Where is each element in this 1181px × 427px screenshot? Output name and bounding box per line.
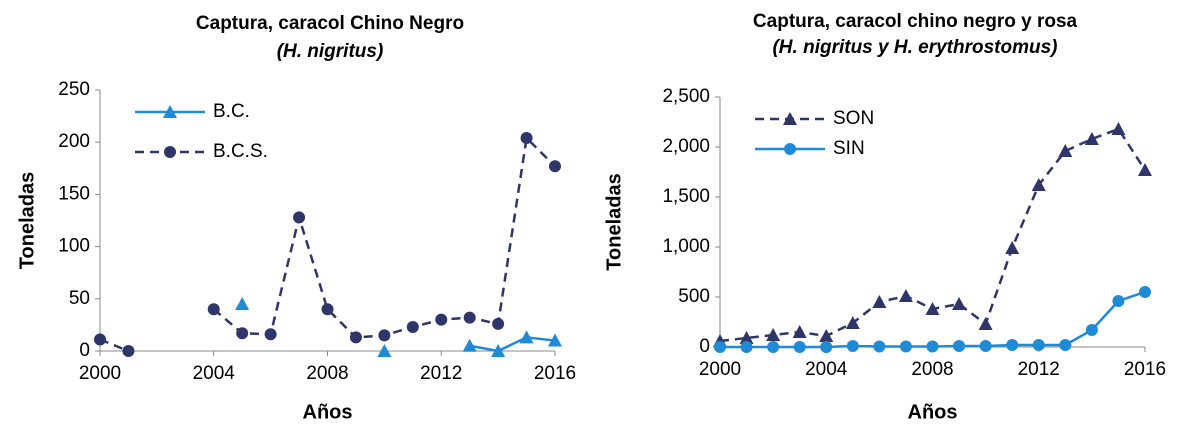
y-tick-label: 1,000 bbox=[662, 236, 710, 257]
marker bbox=[94, 333, 106, 346]
y-tick-label: 150 bbox=[58, 183, 90, 204]
marker bbox=[462, 338, 477, 352]
marker bbox=[925, 302, 940, 315]
x-tick-label: 2012 bbox=[420, 363, 462, 384]
marker bbox=[491, 344, 506, 357]
marker bbox=[1084, 132, 1099, 145]
y-axis-label: Toneladas bbox=[603, 173, 625, 270]
y-tick-label: 0 bbox=[79, 340, 90, 361]
marker bbox=[1112, 295, 1125, 307]
chart-title: Captura, caracol chino negro y rosa bbox=[753, 11, 1078, 32]
marker bbox=[784, 143, 796, 155]
marker bbox=[846, 340, 859, 352]
chart-subtitle: (H. nigritus y H. erythrostomus) bbox=[772, 37, 1057, 58]
marker bbox=[463, 311, 476, 324]
series-line bbox=[720, 290, 1146, 349]
y-tick-label: 2,500 bbox=[662, 86, 710, 107]
chart-title: Captura, caracol Chino Negro bbox=[196, 13, 464, 34]
marker bbox=[163, 105, 177, 118]
x-tick-label: 2008 bbox=[306, 363, 348, 384]
marker bbox=[979, 340, 992, 352]
y-tick-label: 2,000 bbox=[662, 136, 710, 157]
chart-subtitle: (H. nigritus) bbox=[277, 41, 384, 62]
marker bbox=[122, 345, 135, 357]
x-tick-label: 2004 bbox=[805, 359, 848, 380]
x-axis-label: Años bbox=[908, 401, 958, 423]
marker bbox=[435, 313, 448, 326]
x-tick-label: 2016 bbox=[534, 363, 576, 384]
marker bbox=[1085, 324, 1098, 336]
marker bbox=[164, 146, 176, 158]
marker bbox=[926, 340, 939, 353]
marker bbox=[820, 341, 833, 353]
marker bbox=[377, 344, 392, 357]
marker bbox=[1139, 286, 1151, 298]
x-tick-label: 2012 bbox=[1018, 359, 1060, 380]
marker bbox=[899, 340, 912, 353]
marker bbox=[953, 340, 966, 352]
marker bbox=[236, 327, 249, 340]
y-tick-label: 50 bbox=[69, 288, 90, 309]
x-tick-label: 2000 bbox=[699, 359, 741, 380]
series-line bbox=[99, 135, 556, 353]
legend-label: B.C. bbox=[213, 101, 250, 122]
marker bbox=[492, 317, 505, 330]
marker bbox=[872, 295, 887, 308]
x-tick-label: 2000 bbox=[79, 363, 121, 384]
marker bbox=[739, 331, 754, 344]
marker bbox=[378, 329, 391, 342]
marker bbox=[349, 331, 362, 344]
y-tick-label: 0 bbox=[699, 336, 710, 357]
marker bbox=[519, 330, 534, 344]
legend-label: SON bbox=[833, 108, 874, 129]
marker bbox=[293, 211, 306, 224]
marker bbox=[1032, 339, 1045, 351]
marker bbox=[321, 303, 334, 316]
marker bbox=[845, 316, 860, 329]
marker bbox=[1059, 339, 1072, 351]
marker bbox=[1031, 178, 1046, 191]
y-tick-label: 250 bbox=[58, 79, 90, 100]
y-tick-label: 500 bbox=[678, 286, 710, 307]
marker bbox=[548, 333, 562, 347]
marker bbox=[235, 297, 250, 311]
marker bbox=[819, 329, 834, 342]
marker bbox=[1111, 122, 1126, 135]
legend-label: B.C.S. bbox=[213, 141, 268, 162]
marker bbox=[714, 341, 726, 353]
marker bbox=[264, 328, 277, 341]
marker bbox=[1058, 144, 1073, 157]
marker bbox=[740, 341, 753, 353]
marker bbox=[1006, 339, 1019, 351]
marker bbox=[520, 132, 533, 145]
marker bbox=[873, 340, 886, 353]
marker bbox=[766, 328, 781, 341]
y-tick-label: 200 bbox=[58, 131, 90, 152]
marker bbox=[793, 341, 806, 353]
marker bbox=[783, 112, 797, 125]
marker bbox=[406, 320, 419, 333]
x-axis-label: Años bbox=[303, 401, 353, 423]
marker bbox=[898, 289, 913, 302]
marker bbox=[549, 160, 561, 173]
marker bbox=[767, 341, 780, 353]
marker bbox=[978, 317, 993, 330]
series-line bbox=[469, 336, 556, 353]
marker bbox=[1005, 241, 1020, 254]
marker bbox=[1138, 163, 1152, 176]
y-tick-label: 100 bbox=[58, 236, 90, 257]
marker bbox=[792, 325, 807, 338]
x-tick-label: 2016 bbox=[1124, 359, 1166, 380]
marker bbox=[207, 303, 220, 316]
y-axis-label: Toneladas bbox=[16, 172, 38, 269]
x-tick-label: 2008 bbox=[911, 359, 953, 380]
legend-label: SIN bbox=[833, 138, 865, 159]
x-tick-label: 2004 bbox=[193, 363, 236, 384]
marker bbox=[952, 297, 967, 310]
y-tick-label: 1,500 bbox=[662, 186, 710, 207]
